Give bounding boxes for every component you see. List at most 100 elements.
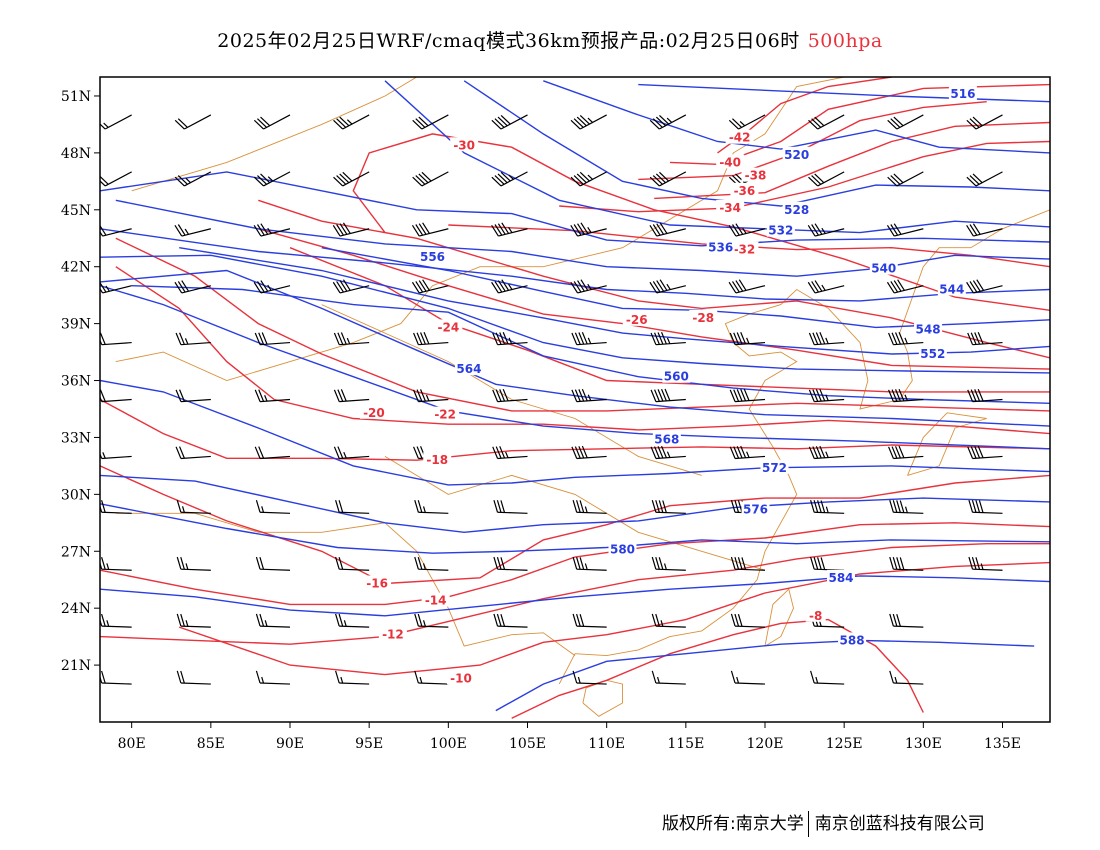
wind-barb-feather [497,280,506,292]
wind-barb-half-feather [825,451,829,458]
temperature-contour-label: -14 [425,594,447,608]
height-contour [100,254,1050,374]
wind-barb-feather [493,613,499,627]
wind-barb-staff [577,228,607,237]
wind-barb [570,279,607,294]
wind-barb-half-feather [587,394,592,401]
wind-barb-feather [898,388,905,402]
wind-barb-feather [570,176,581,187]
wind-barb-staff [576,455,607,460]
height-contour-label: 552 [920,347,945,361]
wind-barb-half-feather [587,337,592,344]
wind-barb-staff [421,114,449,130]
wind-barb-feather [411,225,420,237]
wind-barb-feather [815,389,822,402]
wind-barb-half-feather [587,174,593,180]
wind-barb-staff [814,341,845,346]
wind-barb-staff [339,228,370,237]
wind-barb-feather [650,446,657,459]
wind-barb-feather [893,116,904,127]
wind-barb [889,499,924,514]
wind-barb-feather [413,446,419,459]
wind-barb-feather [491,119,502,130]
y-tick-label: 36N [61,374,91,390]
wind-barb-staff [339,682,370,685]
wind-barb-feather [336,118,347,128]
wind-barb-staff [180,625,211,628]
wind-barb [889,556,924,571]
wind-barb-feather [100,561,103,570]
wind-barb-feather [810,556,815,570]
wind-barb [176,556,211,571]
wind-barb-feather [502,388,509,402]
wind-barb-half-feather [185,563,189,570]
wind-barb-feather [654,389,660,402]
wind-barb-feather [260,280,269,292]
height-contour-label: 556 [420,250,445,264]
wind-barb-feather [570,225,579,237]
wind-barb-feather [416,332,423,345]
wind-barb-half-feather [736,676,740,684]
temperature-contour [654,121,1050,200]
wind-barb-staff [893,341,924,346]
wind-barb-feather [100,338,103,345]
wind-barb-half-feather [904,394,908,401]
wind-barb-feather [422,222,430,234]
height-contour-label-bg [454,361,483,376]
wind-barb-feather [729,389,736,402]
wind-barb-feather [335,613,340,627]
wind-barb-feather [342,171,353,182]
wind-barb-staff [972,455,1003,460]
y-tick-label: 51N [61,89,91,105]
wind-barb-staff [893,568,924,571]
wind-barb-staff [180,511,211,514]
wind-barb-feather [737,614,743,627]
wind-barb-feather [573,224,582,236]
wind-barb-half-feather [825,506,829,513]
wind-barb-feather [176,670,182,684]
wind-barb-feather [732,118,743,128]
wind-barb [414,556,449,571]
wind-barb-feather [491,176,502,187]
wind-barb [571,388,607,403]
wind-barb [491,222,528,237]
title-level: 500hpa [807,30,883,52]
wind-barb-feather [175,332,182,345]
wind-barb [333,171,370,187]
wind-barb [332,279,370,294]
wind-barb-feather [254,332,261,345]
border-line [115,512,576,656]
wind-barb-half-feather [505,451,509,459]
wind-barb-feather [336,175,347,185]
wind-barb-half-feather [980,563,984,570]
wind-barb-feather [811,118,822,128]
x-tick-label: 120E [747,736,784,752]
temperature-contour [100,522,1050,606]
wind-barb-feather [891,389,898,402]
wind-barb-staff [814,511,845,514]
wind-barb-staff [263,171,291,187]
wind-barb-feather [810,499,815,513]
wind-barb-feather [819,445,826,459]
wind-barb-feather [728,281,737,294]
wind-barb-feather [888,446,894,459]
wind-barb-feather [886,281,895,294]
wind-barb-feather [494,281,503,293]
wind-barb-staff [419,228,449,237]
chart-title: 2025年02月25日WRF/cmaq模式36km预报产品:02月25日06时 5… [0,26,1100,53]
wind-barb-feather [899,500,905,513]
wind-barb-feather [731,224,740,236]
wind-barb-feather [967,446,974,459]
wind-barb-feather [660,445,667,459]
wind-barb-feather [574,332,581,345]
wind-barb-feather [655,613,660,627]
wind-barb [333,332,370,346]
wind-barb-staff [104,114,132,130]
wind-barb-feather [819,388,826,402]
x-tick-label: 80E [118,736,146,752]
wind-barb-staff [418,625,449,628]
wind-barb-feather [972,223,981,235]
wind-barb-half-feather [666,337,671,344]
wind-barb-feather [820,500,826,513]
wind-barb-feather [418,173,429,184]
